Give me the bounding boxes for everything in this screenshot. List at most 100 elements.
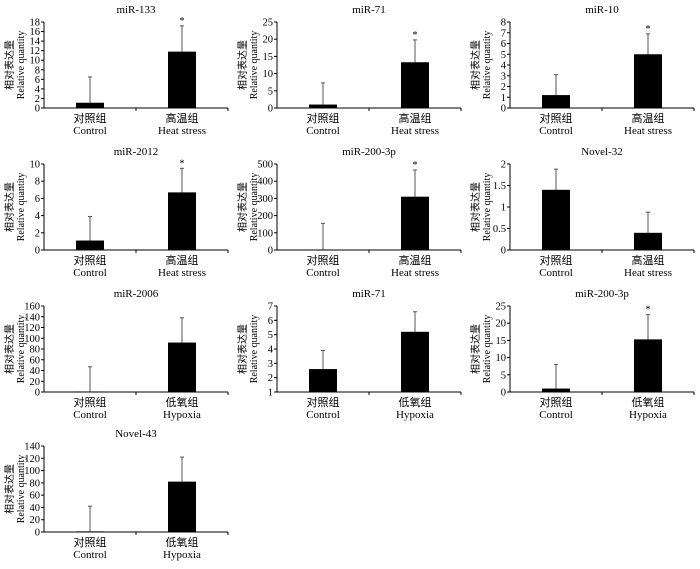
y-tick-label: 10 (30, 56, 41, 67)
y-tick-label: 100 (257, 228, 273, 239)
y-tick-label: 0 (501, 246, 506, 257)
y-tick-label: 200 (257, 211, 273, 222)
y-tick-label: 2 (501, 82, 506, 93)
y-axis-label-cn: 相对表达量 (469, 182, 482, 232)
y-axis-label: Relative quantity (16, 455, 27, 524)
significance-marker: * (413, 30, 418, 41)
y-tick-label: 10 (263, 69, 274, 80)
x-tick-label-cn: 对照组 (74, 395, 107, 409)
y-tick-label: 100 (24, 334, 40, 345)
y-tick-label: 40 (30, 503, 41, 514)
significance-marker: * (180, 16, 185, 27)
y-axis-label-cn: 相对表达量 (236, 182, 249, 232)
bar (76, 531, 104, 533)
chart-svg: miR-200-3p 相对表达量 Relative quantity 0 5 10 15 20… (469, 288, 695, 421)
x-tick-label-cn: 对照组 (307, 395, 340, 409)
x-tick-label: Heat stress (624, 125, 672, 137)
x-tick-label: Control (73, 125, 107, 137)
significance-marker: * (413, 160, 418, 171)
y-tick-label: 0 (35, 246, 40, 257)
bar (542, 189, 570, 250)
x-tick-label: Hypoxia (629, 409, 667, 421)
x-tick-label: Control (73, 267, 107, 279)
y-tick-label: 1 (268, 388, 273, 399)
y-tick-label: 1 (501, 93, 506, 104)
y-tick-label: 400 (257, 177, 273, 188)
y-tick-label: 60 (30, 355, 41, 366)
y-tick-label: 1 (501, 203, 506, 214)
bar (76, 240, 104, 250)
x-tick-label: Heat stress (391, 267, 439, 279)
x-tick-label-cn: 高温组 (166, 111, 199, 125)
x-tick-label: Hypoxia (163, 549, 201, 561)
x-tick-label: Control (539, 125, 573, 137)
x-tick-label-cn: 对照组 (307, 253, 340, 267)
y-tick-label: 7 (268, 302, 273, 313)
chart-svg: miR-71 相对表达量 Relative quantity 1 2 3 4 5 6 7 对照组Co… (236, 288, 462, 421)
chart-panel: Novel-43 相对表达量 Relative quantity 0 20 40 60 80 1… (0, 424, 233, 564)
y-tick-label: 8 (35, 177, 40, 188)
y-axis-label-cn: 相对表达量 (236, 324, 249, 374)
y-tick-label: 60 (30, 491, 41, 502)
x-tick-label: Control (306, 267, 340, 279)
x-tick-label: Control (73, 409, 107, 421)
bar (542, 95, 570, 108)
x-tick-label-cn: 对照组 (540, 253, 573, 267)
x-tick-label-cn: 高温组 (632, 253, 665, 267)
x-tick-label-cn: 对照组 (307, 111, 340, 125)
x-tick-label-cn: 高温组 (399, 253, 432, 267)
y-tick-label: 2 (35, 94, 40, 105)
y-axis-label: Relative quantity (482, 315, 493, 384)
chart-title: miR-133 (116, 4, 156, 16)
chart-title: miR-200-3p (342, 146, 396, 158)
y-tick-label: 2 (268, 373, 273, 384)
x-tick-label-cn: 对照组 (74, 535, 107, 549)
x-tick-label-cn: 高温组 (632, 111, 665, 125)
y-tick-label: 6 (268, 316, 273, 327)
y-axis-label-cn: 相对表达量 (236, 40, 249, 90)
chart-panel: miR-200-3p 相对表达量 Relative quantity 0 100 200 3… (233, 142, 466, 282)
bar (634, 232, 662, 250)
y-tick-label: 0 (501, 388, 506, 399)
y-tick-label: 1.5 (493, 181, 506, 192)
y-tick-label: 5 (268, 330, 273, 341)
y-tick-label: 0 (268, 246, 273, 257)
chart-panel: miR-71 相对表达量 Relative quantity 1 2 3 4 5 6 7 对照组 Co… (233, 284, 466, 424)
y-axis-label: Relative quantity (249, 173, 260, 242)
y-tick-label: 2 (501, 160, 506, 171)
y-tick-label: 4 (35, 211, 41, 222)
chart-panel: miR-200-3p 相对表达量 Relative quantity 0 5 10 15 20… (466, 284, 699, 424)
y-tick-label: 8 (501, 18, 506, 29)
y-tick-label: 8 (35, 65, 40, 76)
y-tick-label: 14 (30, 37, 41, 48)
x-tick-label-cn: 低氧组 (166, 535, 199, 549)
bar (168, 342, 196, 392)
chart-svg: Novel-32 相对表达量 Relative quantity 0 0.5 1 1.5 2 对… (469, 146, 695, 279)
bar (634, 54, 662, 108)
y-axis-label: Relative quantity (16, 173, 27, 242)
chart-svg: miR-200-3p 相对表达量 Relative quantity 0 100 200 3… (236, 146, 462, 279)
y-tick-label: 5 (268, 86, 273, 97)
x-tick-label: Heat stress (158, 125, 206, 137)
y-axis-label-cn: 相对表达量 (3, 324, 16, 374)
y-tick-label: 80 (30, 345, 41, 356)
x-tick-label-cn: 对照组 (74, 111, 107, 125)
y-tick-label: 15 (496, 336, 507, 347)
y-tick-label: 4 (501, 61, 507, 72)
chart-svg: miR-133 相对表达量 Relative quantity 02468101214… (3, 4, 229, 137)
y-tick-label: 10 (496, 353, 507, 364)
chart-title: miR-200-3p (575, 288, 629, 300)
y-tick-label: 120 (24, 454, 40, 465)
bar (309, 369, 337, 392)
bar (401, 196, 429, 250)
y-tick-label: 40 (30, 366, 41, 377)
y-axis-label-cn: 相对表达量 (469, 40, 482, 90)
y-axis-label: Relative quantity (16, 315, 27, 384)
x-tick-label-cn: 高温组 (399, 111, 432, 125)
bar (76, 102, 104, 108)
x-tick-label: Control (73, 549, 107, 561)
y-tick-label: 100 (24, 466, 40, 477)
bar (168, 481, 196, 532)
y-tick-label: 20 (30, 515, 41, 526)
